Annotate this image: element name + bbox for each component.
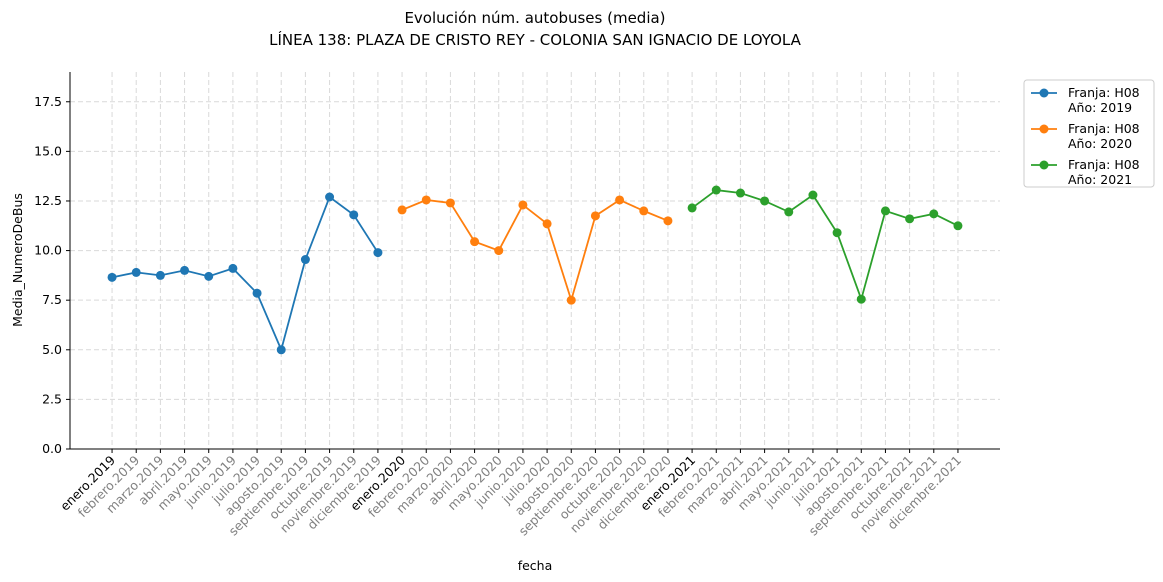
data-point [663,216,673,226]
chart-subtitle: LÍNEA 138: PLAZA DE CRISTO REY - COLONIA… [269,30,801,49]
data-point [590,211,600,221]
y-axis-label: Media_NumeroDeBus [10,193,25,327]
data-point [856,294,866,304]
data-point [687,203,697,213]
data-point [494,246,504,256]
data-point [470,237,480,247]
data-point [518,200,528,210]
data-point [373,248,383,258]
series-line [691,189,959,303]
data-point [880,206,890,216]
y-tick-label: 10.0 [34,243,62,258]
data-point [107,272,117,282]
data-point [542,219,552,229]
data-point [953,221,963,231]
data-point [905,214,915,224]
data-point [349,210,359,220]
data-point [735,188,745,198]
data-point [445,198,455,208]
chart-title: Evolución núm. autobuses (media) [404,9,665,27]
data-point [421,195,431,205]
series-line [111,195,379,353]
y-tick-label: 5.0 [42,342,62,357]
data-point [180,265,190,275]
data-point [808,190,818,200]
data-point [760,196,770,206]
data-point [155,270,165,280]
legend-marker [1039,124,1049,134]
legend-label: Franja: H08 Año: 2020 [1068,121,1140,151]
x-axis-label: fecha [518,558,553,573]
data-point [204,271,214,281]
y-tick-label: 7.5 [42,292,62,307]
data-point [131,267,141,277]
y-tick-label: 0.0 [42,441,62,456]
data-point [566,295,576,305]
data-point [397,205,407,215]
legend-marker [1039,160,1049,170]
data-point [929,209,939,219]
data-point [639,206,649,216]
data-point [300,255,310,265]
data-point [832,228,842,238]
data-point [711,185,721,195]
legend-label: Franja: H08 Año: 2021 [1068,157,1140,187]
data-point [784,207,794,217]
data-point [252,288,262,298]
y-tick-label: 15.0 [34,143,62,158]
data-point [276,345,286,355]
y-tick-label: 2.5 [42,391,62,406]
legend-box [1023,79,1155,188]
y-tick-label: 17.5 [34,94,62,109]
data-point [228,263,238,273]
legend-label: Franja: H08 Año: 2019 [1068,85,1140,115]
data-point [325,192,335,202]
legend-marker [1039,88,1049,98]
data-point [615,195,625,205]
y-tick-label: 12.5 [34,193,62,208]
